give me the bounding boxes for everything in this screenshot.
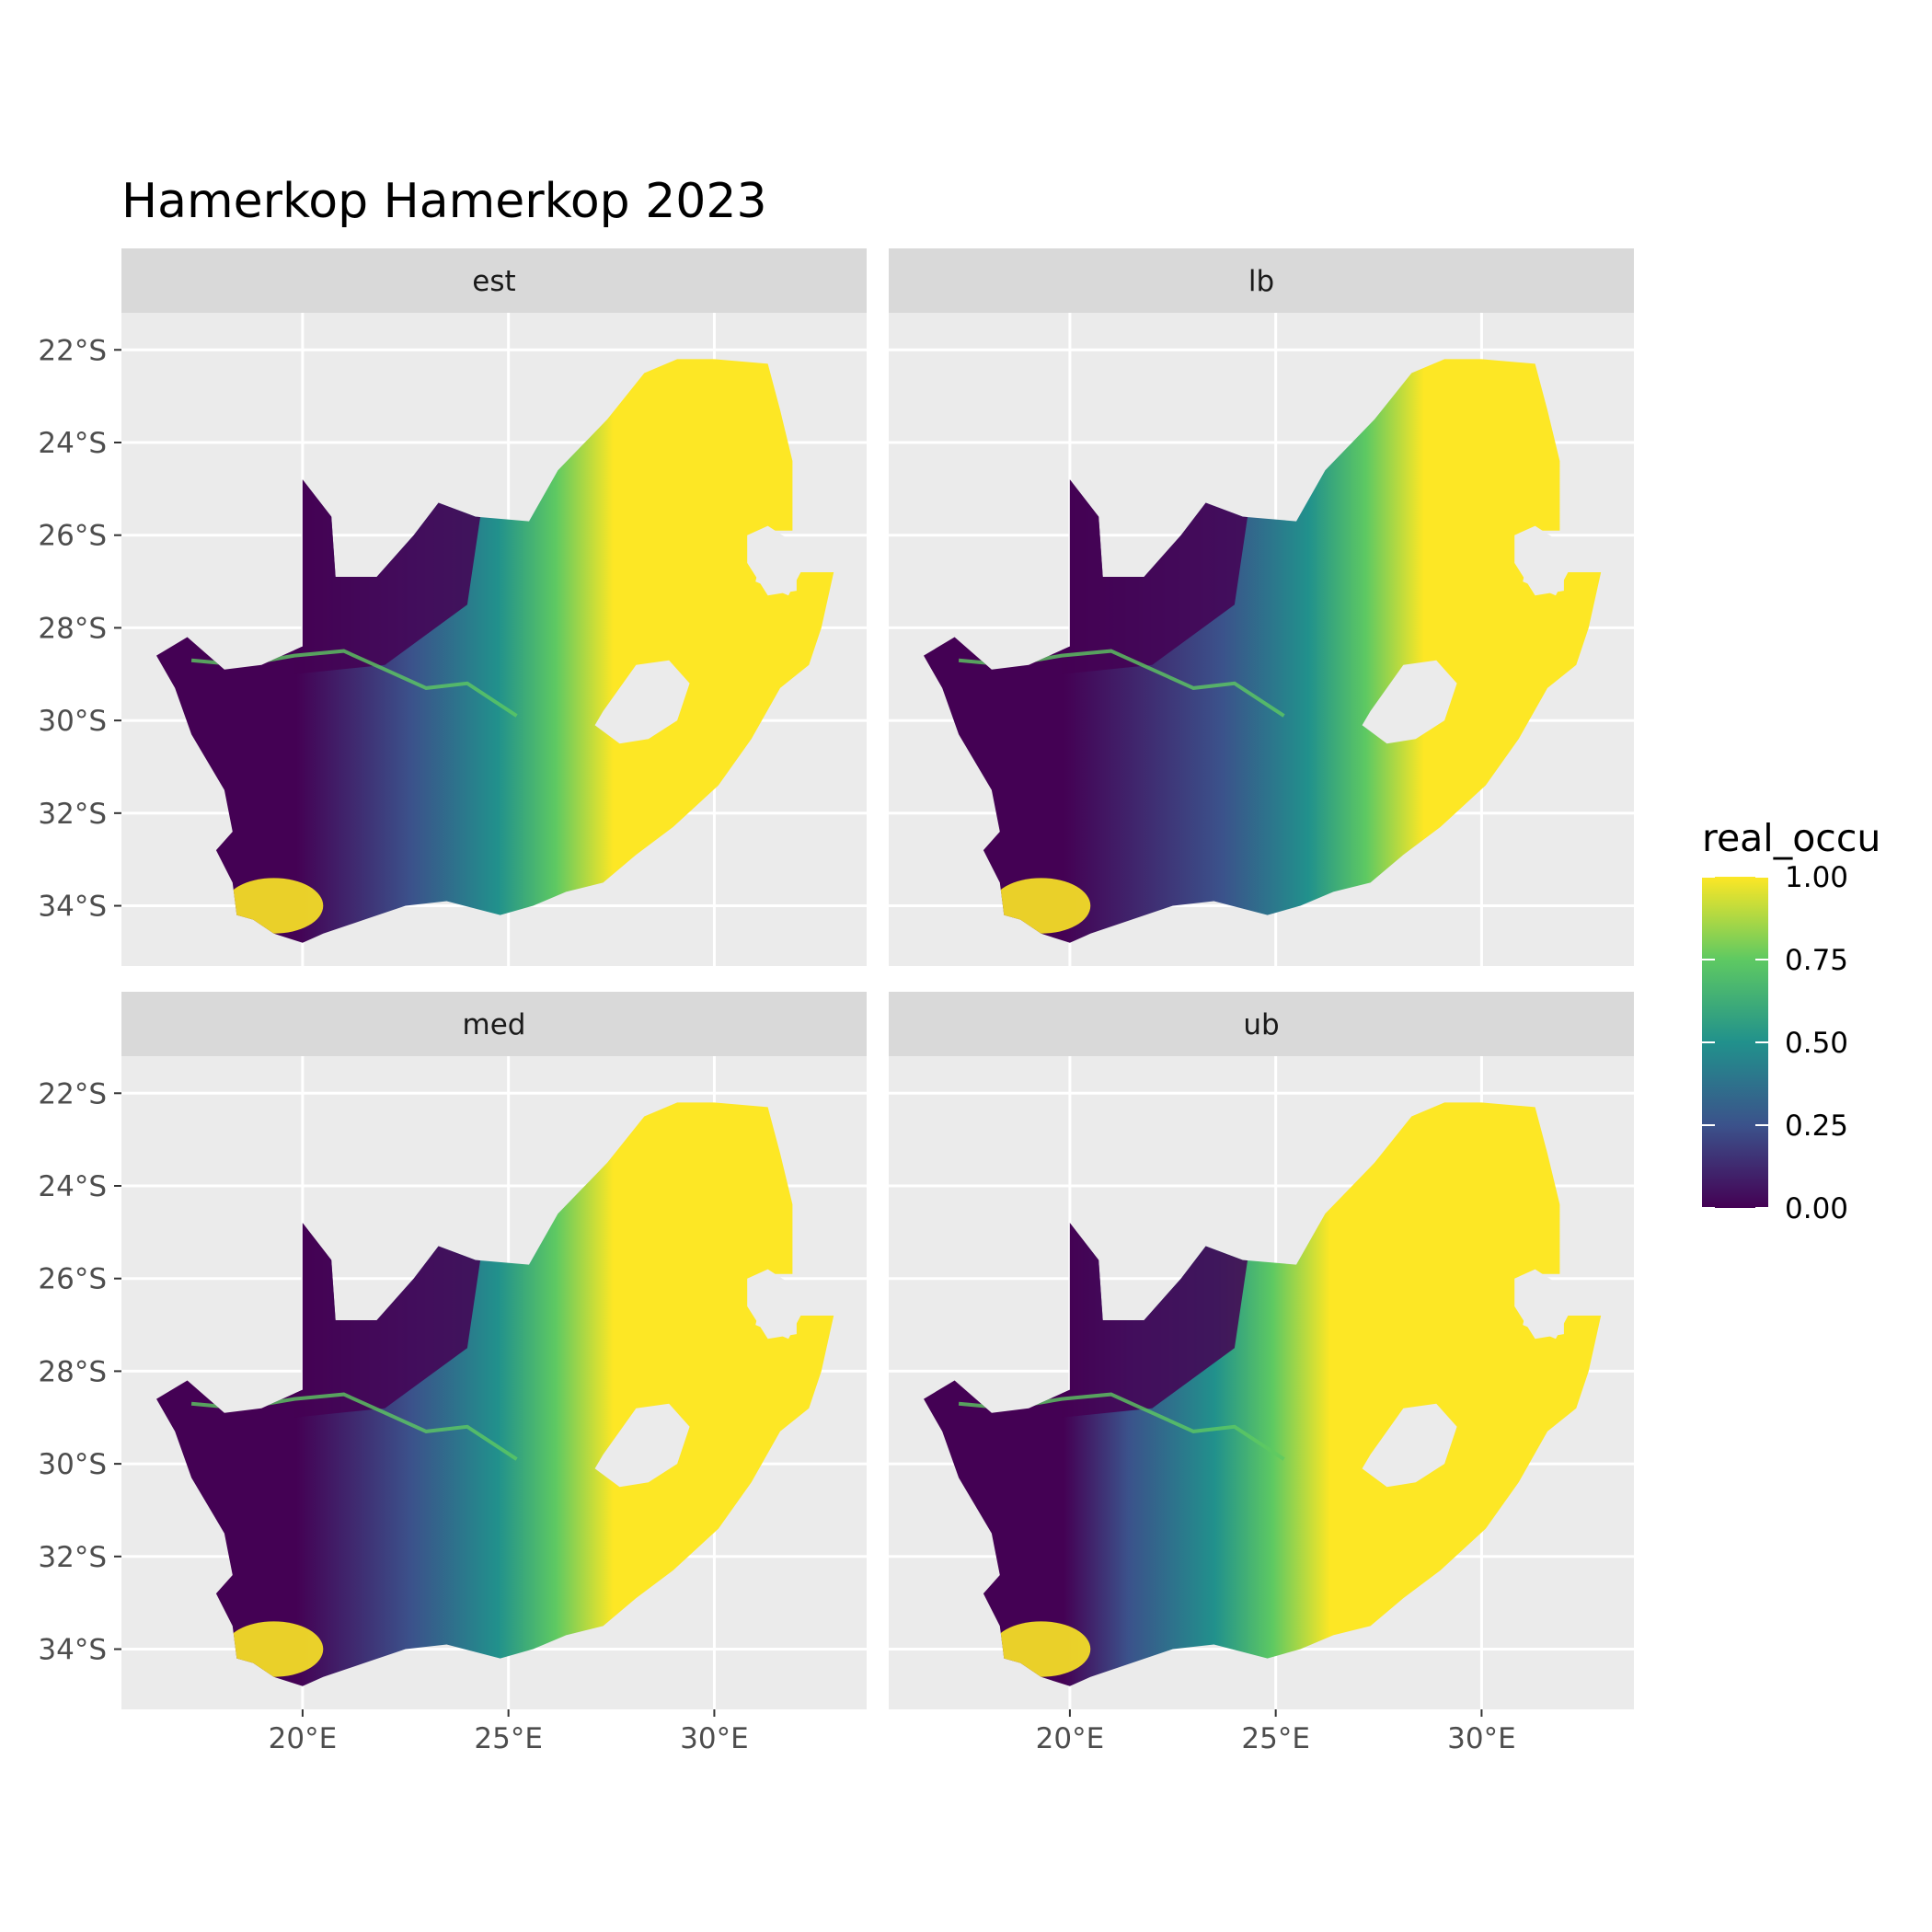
facet-panel-est: est 22°S 24°S 26°S 28°S 30°S 32°S 34°S bbox=[38, 248, 867, 966]
eswatini-gap bbox=[1514, 525, 1564, 596]
facet-strip bbox=[889, 248, 1634, 313]
y-tick-label: 24°S bbox=[38, 1170, 107, 1203]
facet-strip-label: lb bbox=[1248, 265, 1274, 298]
y-tick-label: 30°S bbox=[38, 705, 107, 738]
x-tick-label: 30°E bbox=[680, 1722, 749, 1755]
facet-strip-label: med bbox=[463, 1008, 526, 1041]
y-tick-label: 32°S bbox=[38, 1541, 107, 1574]
eswatini-gap bbox=[747, 1269, 797, 1340]
lesotho-gap bbox=[1362, 660, 1457, 744]
y-tick-label: 22°S bbox=[38, 1077, 107, 1110]
lesotho-gap bbox=[594, 660, 690, 744]
facet-panel-ub: ub 20°E 25°E 30°E bbox=[889, 992, 1634, 1755]
y-tick-label: 26°S bbox=[38, 1263, 107, 1296]
y-tick-label: 24°S bbox=[38, 427, 107, 460]
legend: real_occu 1.00 0.75 0.50 0.25 0.00 bbox=[1702, 816, 1880, 1225]
x-tick-label: 20°E bbox=[1036, 1722, 1105, 1755]
colorbar-label: 0.00 bbox=[1785, 1192, 1848, 1225]
plot-title: Hamerkop Hamerkop 2023 bbox=[121, 174, 767, 229]
facet-strip bbox=[889, 992, 1634, 1056]
legend-title: real_occu bbox=[1702, 816, 1880, 860]
colorbar-label: 1.00 bbox=[1785, 861, 1848, 894]
x-tick-label: 20°E bbox=[269, 1722, 338, 1755]
facet-strip-label: est bbox=[472, 265, 515, 298]
facet-strip bbox=[121, 992, 867, 1056]
y-tick-label: 32°S bbox=[38, 798, 107, 831]
y-tick-label: 34°S bbox=[38, 1634, 107, 1667]
y-tick-label: 26°S bbox=[38, 520, 107, 553]
colorbar-label: 0.50 bbox=[1785, 1027, 1848, 1060]
lesotho-gap bbox=[594, 1403, 690, 1488]
eswatini-gap bbox=[1514, 1269, 1564, 1340]
y-tick-label: 22°S bbox=[38, 334, 107, 367]
facet-strip-label: ub bbox=[1243, 1008, 1279, 1041]
y-tick-label: 28°S bbox=[38, 1355, 107, 1388]
y-tick-label: 30°S bbox=[38, 1448, 107, 1481]
lesotho-gap bbox=[1362, 1403, 1457, 1488]
colorbar-label: 0.75 bbox=[1785, 944, 1848, 977]
x-tick-label: 30°E bbox=[1447, 1722, 1516, 1755]
y-tick-label: 28°S bbox=[38, 612, 107, 645]
facet-panels: est 22°S 24°S 26°S 28°S 30°S 32°S 34°S lb med 22°S… bbox=[38, 248, 1634, 1755]
x-tick-label: 25°E bbox=[474, 1722, 543, 1755]
facet-panel-lb: lb bbox=[889, 248, 1634, 966]
x-tick-label: 25°E bbox=[1241, 1722, 1310, 1755]
colorbar-ticks: 1.00 0.75 0.50 0.25 0.00 bbox=[1702, 861, 1848, 1225]
eswatini-gap bbox=[747, 525, 797, 596]
facet-strip bbox=[121, 248, 867, 313]
y-tick-label: 34°S bbox=[38, 891, 107, 924]
colorbar-label: 0.25 bbox=[1785, 1110, 1848, 1143]
facet-panel-med: med 22°S 24°S 26°S 28°S 30°S 32°S 34°S 20°E 25°E 3… bbox=[38, 992, 867, 1755]
